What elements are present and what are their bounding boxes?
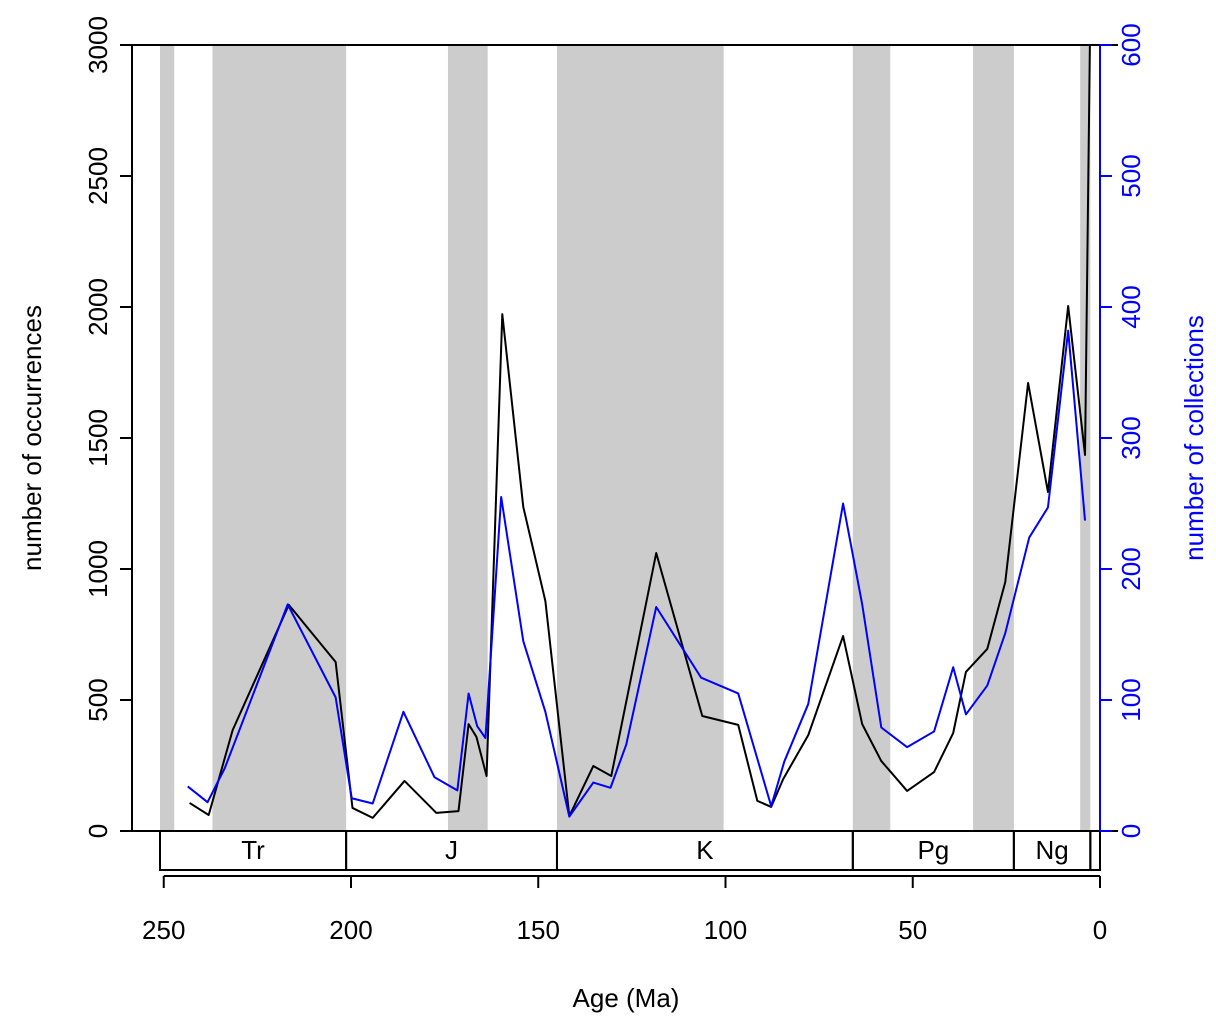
x-tick-label: 100	[704, 915, 747, 945]
y-tick-label: 2000	[83, 278, 113, 336]
x-tick-label: 50	[898, 915, 927, 945]
y2-axis-title: number of collections	[1179, 315, 1209, 561]
x-tick-label: 150	[517, 915, 560, 945]
shaded-interval	[973, 45, 1014, 831]
y-tick-label: 2500	[83, 147, 113, 205]
x-tick-label: 0	[1093, 915, 1107, 945]
y2-tick-label: 300	[1116, 416, 1146, 459]
y2-tick-label: 200	[1116, 547, 1146, 590]
shading-layer	[160, 45, 1091, 831]
y2-tick-label: 600	[1116, 23, 1146, 66]
y-axis-title: number of occurrences	[17, 305, 47, 571]
shaded-interval	[160, 45, 175, 831]
shaded-interval	[852, 45, 891, 831]
y2-tick-label: 400	[1116, 285, 1146, 328]
period-label: Pg	[917, 835, 949, 865]
x-axis-title: Age (Ma)	[573, 983, 680, 1013]
y-tick-label: 1500	[83, 409, 113, 467]
y2-tick-label: 500	[1116, 154, 1146, 197]
shaded-interval	[556, 45, 724, 831]
shaded-interval	[212, 45, 347, 831]
period-label: K	[696, 835, 714, 865]
y-tick-label: 0	[83, 824, 113, 838]
x-tick-label: 250	[142, 915, 185, 945]
y2-tick-label: 100	[1116, 678, 1146, 721]
y2-tick-label: 0	[1116, 824, 1146, 838]
period-label: Tr	[241, 835, 265, 865]
y-tick-label: 500	[83, 678, 113, 721]
period-label: J	[445, 835, 458, 865]
lines-layer	[187, 45, 1091, 819]
x-tick-label: 200	[329, 915, 372, 945]
period-box	[1089, 830, 1102, 871]
shaded-interval	[447, 45, 488, 831]
series-line	[189, 45, 1091, 819]
y-tick-label: 3000	[83, 16, 113, 74]
y-tick-label: 1000	[83, 540, 113, 598]
series-line	[187, 329, 1087, 818]
period-label: Ng	[1035, 835, 1068, 865]
